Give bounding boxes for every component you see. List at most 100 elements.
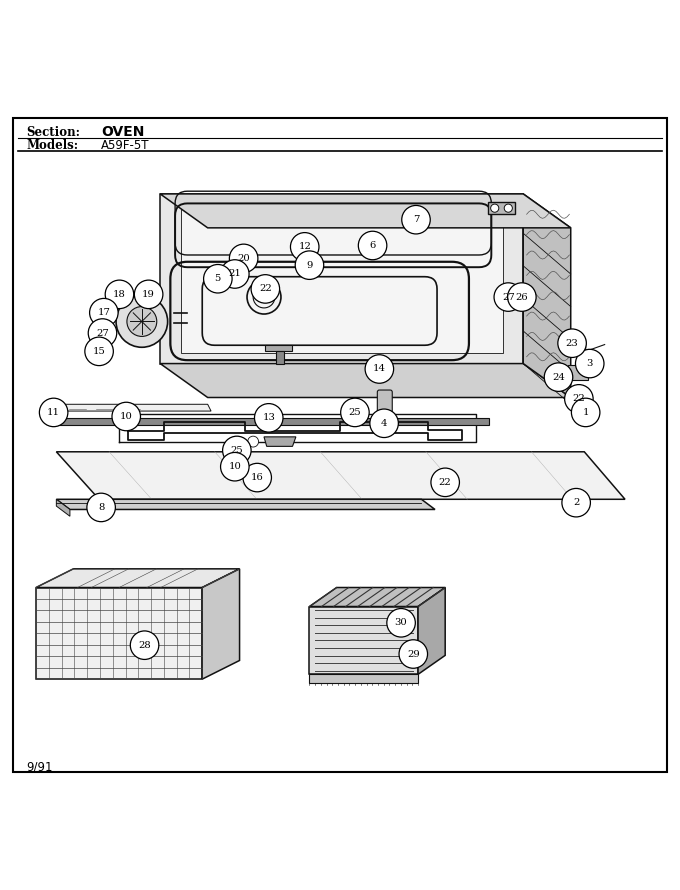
Circle shape: [87, 493, 116, 522]
Text: 11: 11: [47, 408, 60, 417]
Circle shape: [544, 363, 573, 392]
Circle shape: [39, 398, 68, 426]
Circle shape: [114, 291, 130, 307]
Text: 22: 22: [259, 285, 272, 294]
Text: 16: 16: [251, 473, 264, 482]
Circle shape: [564, 384, 593, 413]
Circle shape: [220, 260, 249, 288]
Text: 7: 7: [413, 215, 419, 224]
Text: 27: 27: [502, 293, 515, 302]
Text: Section:: Section:: [27, 125, 80, 139]
Circle shape: [127, 306, 157, 336]
Circle shape: [494, 283, 522, 311]
FancyBboxPatch shape: [568, 365, 588, 380]
Text: 13: 13: [262, 413, 275, 423]
Text: 9/91: 9/91: [27, 760, 53, 773]
Polygon shape: [180, 204, 503, 353]
Polygon shape: [60, 404, 211, 411]
Circle shape: [112, 402, 141, 431]
Polygon shape: [275, 352, 284, 364]
Polygon shape: [264, 437, 296, 447]
Circle shape: [358, 231, 387, 260]
Circle shape: [491, 204, 499, 212]
Circle shape: [222, 436, 251, 465]
Text: 9: 9: [306, 261, 313, 270]
Text: 22: 22: [439, 478, 452, 487]
Circle shape: [507, 283, 536, 311]
Text: 2: 2: [573, 498, 579, 507]
Text: 24: 24: [552, 373, 565, 382]
Circle shape: [341, 398, 369, 426]
Polygon shape: [160, 364, 571, 398]
Circle shape: [248, 436, 258, 447]
Circle shape: [295, 251, 324, 279]
Text: 28: 28: [138, 641, 151, 650]
Polygon shape: [160, 194, 571, 228]
Text: 12: 12: [299, 242, 311, 251]
Text: 10: 10: [120, 412, 133, 421]
Text: A59F-5T: A59F-5T: [101, 139, 150, 151]
Text: 21: 21: [228, 270, 241, 279]
Text: 27: 27: [96, 328, 109, 337]
Circle shape: [135, 280, 163, 309]
Text: 26: 26: [515, 293, 528, 302]
Text: 18: 18: [113, 290, 126, 299]
Text: 14: 14: [373, 365, 386, 374]
Text: 23: 23: [566, 339, 579, 348]
Text: 29: 29: [407, 650, 420, 659]
Polygon shape: [56, 418, 490, 425]
Polygon shape: [36, 587, 202, 679]
Circle shape: [243, 464, 271, 492]
Circle shape: [575, 349, 604, 378]
Polygon shape: [56, 452, 625, 499]
Text: 25: 25: [231, 446, 243, 455]
Circle shape: [103, 316, 114, 327]
Polygon shape: [160, 194, 523, 364]
Circle shape: [558, 329, 586, 358]
Polygon shape: [309, 675, 418, 683]
Circle shape: [402, 206, 430, 234]
Polygon shape: [418, 587, 445, 675]
Text: 1: 1: [582, 408, 589, 417]
Circle shape: [387, 609, 415, 637]
Polygon shape: [265, 344, 292, 352]
Text: 5: 5: [215, 274, 221, 283]
Text: 6: 6: [369, 241, 375, 250]
Polygon shape: [202, 569, 239, 679]
Text: 17: 17: [97, 308, 110, 317]
Text: 25: 25: [349, 408, 361, 417]
Text: 8: 8: [98, 503, 104, 512]
Text: 20: 20: [237, 254, 250, 263]
Circle shape: [116, 295, 168, 347]
Text: 22: 22: [573, 394, 585, 403]
Circle shape: [220, 452, 249, 481]
Circle shape: [229, 244, 258, 272]
Circle shape: [571, 398, 600, 426]
Circle shape: [254, 403, 283, 433]
Circle shape: [370, 409, 398, 438]
Circle shape: [131, 631, 159, 659]
Polygon shape: [567, 331, 585, 353]
Polygon shape: [488, 202, 515, 214]
FancyBboxPatch shape: [377, 390, 392, 421]
Polygon shape: [36, 569, 239, 587]
Circle shape: [90, 298, 118, 327]
Polygon shape: [56, 499, 70, 516]
Circle shape: [251, 275, 279, 303]
Polygon shape: [309, 587, 445, 606]
Text: 4: 4: [381, 419, 388, 428]
Text: 15: 15: [92, 347, 105, 356]
Polygon shape: [56, 499, 435, 509]
Circle shape: [562, 489, 590, 517]
Circle shape: [203, 264, 232, 293]
Circle shape: [290, 232, 319, 261]
Polygon shape: [309, 606, 418, 675]
Circle shape: [139, 291, 155, 307]
Circle shape: [88, 319, 117, 347]
Circle shape: [365, 355, 394, 384]
Text: 3: 3: [587, 359, 593, 368]
Circle shape: [431, 468, 460, 497]
Text: 10: 10: [228, 462, 241, 471]
Circle shape: [505, 204, 512, 212]
Text: OVEN: OVEN: [101, 125, 145, 139]
